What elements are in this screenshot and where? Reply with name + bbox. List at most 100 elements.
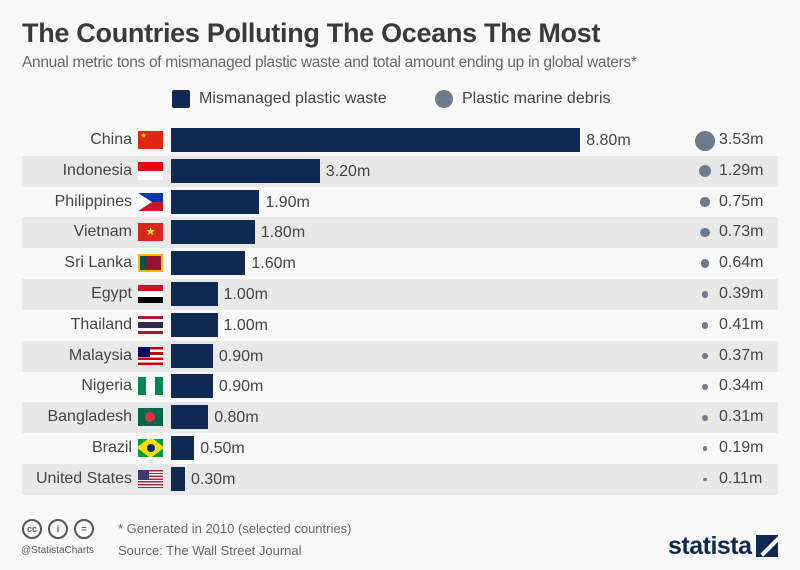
table-row: Thailand 1.00m 0.41m: [22, 310, 778, 341]
debris-dot: [703, 477, 707, 482]
table-row: Vietnam ★ 1.80m 0.73m: [22, 217, 778, 249]
waste-value-label: 0.80m: [214, 409, 259, 427]
waste-value-label: 8.80m: [586, 132, 631, 149]
debris-value-label: 0.19m: [719, 439, 764, 456]
cc-icon: cc: [22, 519, 42, 539]
twitter-handle: @StatistaCharts: [21, 545, 94, 556]
waste-value-label: 0.90m: [218, 347, 264, 365]
source: Source: The Wall Street Journal: [118, 543, 302, 558]
legend-item-debris: Plastic marine debris: [435, 90, 611, 108]
table-row: Malaysia 0.90m 0.37m: [22, 340, 778, 372]
debris-dot: [701, 321, 709, 329]
debris-dot: [698, 165, 712, 178]
flag-icon: [138, 408, 163, 427]
debris-value-label: 0.39m: [719, 285, 764, 302]
flag-icon: [138, 377, 163, 396]
waste-bar: [171, 405, 209, 430]
chart-subtitle: Annual metric tons of mismanaged plastic…: [22, 54, 637, 71]
debris-dot: [702, 414, 708, 421]
debris-dot: [701, 291, 709, 298]
table-row: Bangladesh 0.80m 0.31m: [22, 402, 778, 434]
waste-bar: [171, 220, 255, 245]
waste-value-label: 3.20m: [325, 162, 371, 180]
country-label: Brazil: [91, 439, 132, 456]
country-label: Nigeria: [81, 377, 132, 395]
by-icon: i: [48, 519, 68, 539]
legend-square-icon: [172, 90, 190, 108]
country-label: United States: [35, 469, 132, 487]
debris-dot: [700, 197, 710, 207]
country-label: Bangladesh: [47, 408, 132, 426]
country-label: Vietnam: [73, 223, 132, 241]
debris-value-label: 0.11m: [719, 469, 763, 487]
waste-value-label: 1.00m: [223, 316, 268, 334]
country-label: Philippines: [54, 192, 132, 210]
country-label: Sri Lanka: [64, 254, 132, 272]
flag-icon: [138, 285, 163, 303]
waste-bar: [171, 189, 260, 214]
debris-dot: [700, 228, 710, 238]
legend-label: Mismanaged plastic waste: [199, 90, 387, 107]
waste-value-label: 0.30m: [190, 470, 236, 488]
country-label: Thailand: [70, 315, 132, 333]
table-row: China ★ 8.80m 3.53m: [22, 125, 778, 156]
table-row: Sri Lanka 1.60m 0.64m: [22, 248, 778, 279]
table-row: Nigeria 0.90m 0.34m: [22, 371, 778, 402]
debris-value-label: 0.34m: [719, 377, 764, 395]
table-row: United States 0.30m 0.11m: [22, 463, 778, 495]
statista-logo: statista: [668, 532, 752, 560]
waste-bar: [171, 466, 185, 491]
debris-value-label: 0.73m: [719, 223, 764, 241]
nd-icon: =: [74, 519, 94, 539]
flag-icon: [138, 254, 163, 273]
footnote: * Generated in 2010 (selected countries): [118, 521, 352, 536]
flag-icon: ★: [138, 131, 163, 149]
waste-value-label: 1.00m: [223, 286, 268, 303]
legend-item-waste: Mismanaged plastic waste: [172, 90, 387, 108]
legend-label: Plastic marine debris: [462, 90, 611, 107]
flag-icon: [138, 315, 163, 334]
debris-value-label: 0.75m: [719, 192, 764, 210]
waste-bar: [171, 158, 320, 183]
statista-logo-icon: [756, 535, 778, 557]
country-label: China: [90, 131, 132, 148]
table-row: Indonesia 3.20m 1.29m: [22, 155, 778, 187]
waste-bar: [171, 343, 213, 368]
waste-bar: [171, 282, 218, 306]
waste-value-label: 1.80m: [260, 224, 306, 242]
debris-dot: [701, 352, 709, 360]
waste-bar: [171, 374, 213, 399]
waste-bar: [171, 436, 195, 460]
debris-dot: [701, 383, 709, 390]
flag-icon: [138, 346, 163, 365]
waste-bar: [171, 128, 581, 152]
debris-value-label: 1.29m: [719, 161, 764, 179]
flag-icon: [138, 161, 163, 180]
country-label: Indonesia: [62, 161, 132, 179]
waste-bar: [171, 251, 246, 276]
debris-value-label: 0.64m: [719, 254, 764, 272]
waste-bar: [171, 312, 218, 337]
flag-icon: [138, 192, 163, 211]
table-row: Philippines 1.90m 0.75m: [22, 187, 778, 218]
flag-icon: [138, 469, 163, 488]
country-label: Malaysia: [68, 346, 132, 364]
waste-value-label: 1.60m: [251, 255, 296, 273]
country-label: Egypt: [91, 285, 132, 302]
debris-value-label: 0.31m: [719, 408, 764, 426]
debris-value-label: 0.37m: [719, 346, 764, 364]
table-row: Egypt 1.00m 0.39m: [22, 279, 778, 310]
chart-title: The Countries Polluting The Oceans The M…: [22, 18, 601, 48]
debris-value-label: 3.53m: [719, 131, 764, 148]
debris-value-label: 0.41m: [719, 315, 764, 333]
waste-value-label: 0.90m: [218, 378, 264, 396]
debris-dot: [702, 446, 708, 451]
waste-value-label: 0.50m: [200, 440, 245, 457]
debris-dot: [695, 130, 715, 151]
waste-value-label: 1.90m: [265, 193, 310, 211]
flag-icon: [138, 439, 163, 457]
debris-dot: [700, 259, 710, 268]
flag-icon: ★: [138, 223, 163, 242]
legend-circle-icon: [435, 90, 453, 108]
table-row: Brazil 0.50m 0.19m: [22, 433, 778, 464]
